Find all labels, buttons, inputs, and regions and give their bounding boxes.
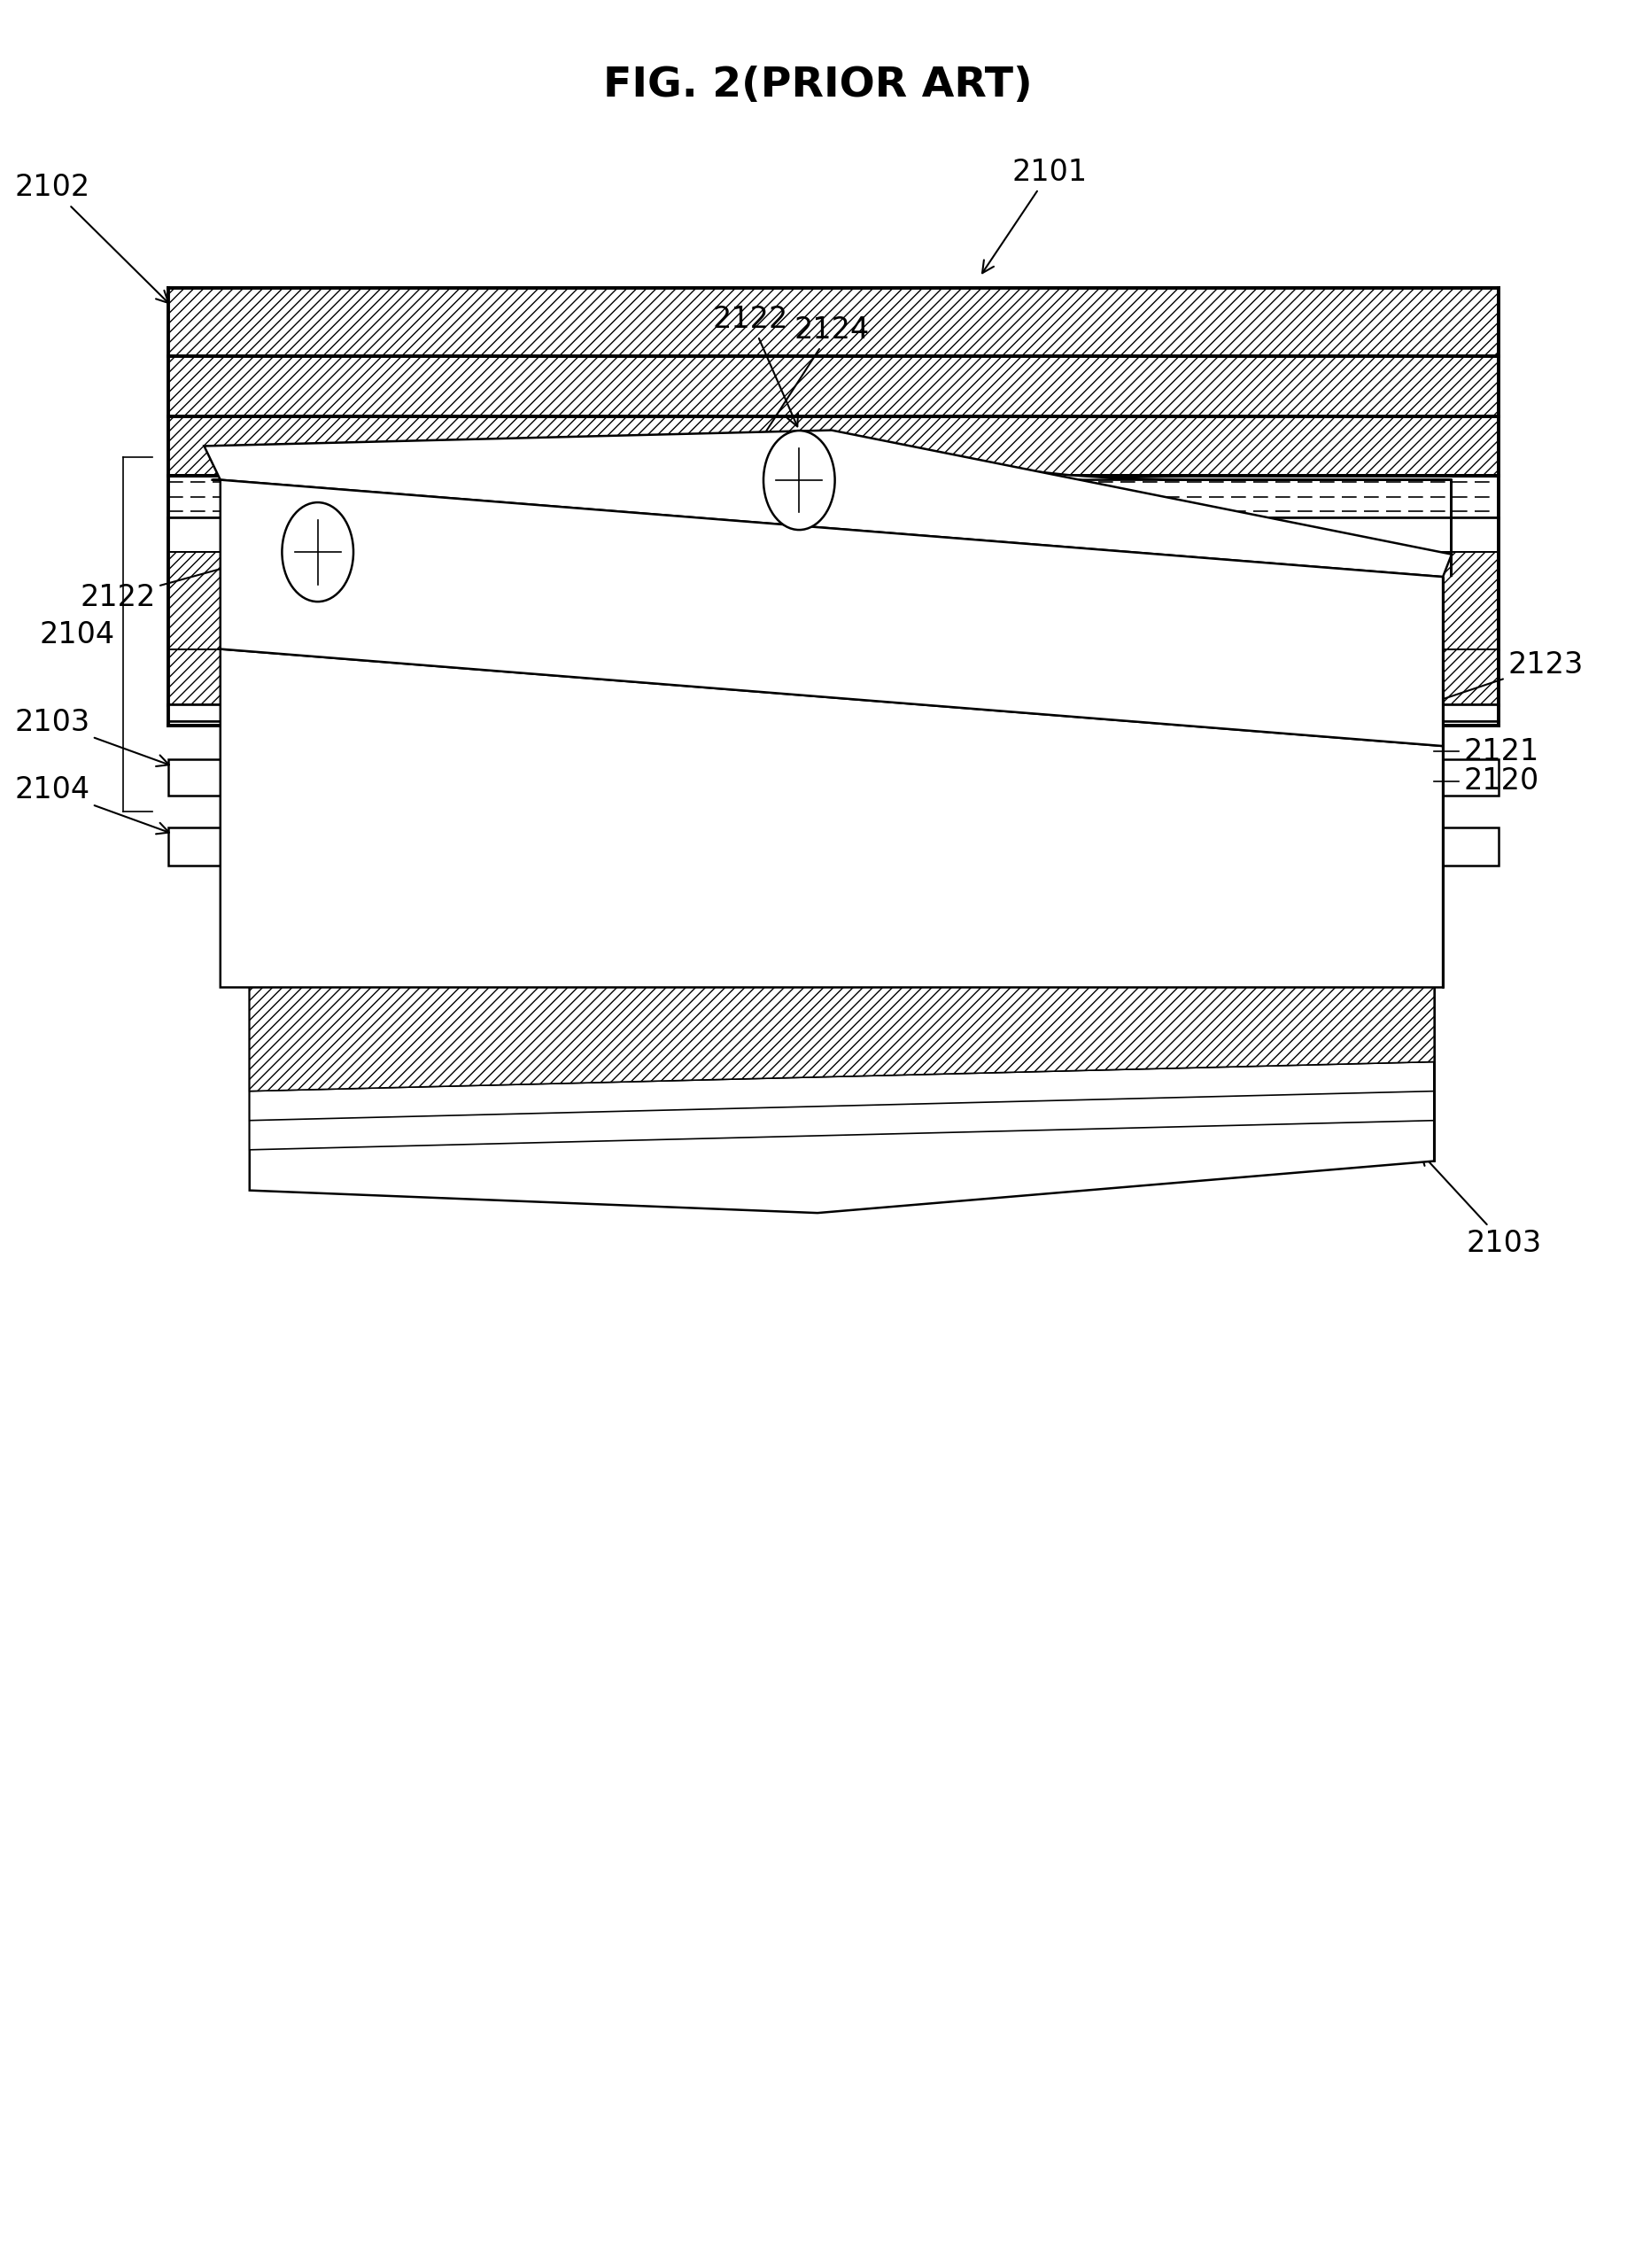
Bar xyxy=(168,288,1499,356)
Bar xyxy=(168,705,1499,721)
Text: 2124: 2124 xyxy=(754,315,870,451)
Text: 2101: 2101 xyxy=(983,156,1087,272)
Bar xyxy=(168,356,1499,417)
Bar xyxy=(168,551,1499,649)
Text: 2120: 2120 xyxy=(1463,767,1539,796)
Polygon shape xyxy=(213,440,1450,576)
Text: 2121: 2121 xyxy=(1463,737,1539,767)
Polygon shape xyxy=(250,812,1434,921)
Polygon shape xyxy=(250,782,1434,880)
Polygon shape xyxy=(221,649,1444,987)
Text: 2122: 2122 xyxy=(713,304,798,426)
Text: 2102: 2102 xyxy=(15,172,168,304)
Bar xyxy=(168,760,1499,796)
Polygon shape xyxy=(250,853,1434,1213)
Polygon shape xyxy=(250,753,1434,1091)
Polygon shape xyxy=(204,431,1452,576)
Text: 2103: 2103 xyxy=(1421,1152,1542,1259)
Bar xyxy=(168,417,1499,476)
Polygon shape xyxy=(250,667,1434,821)
Text: 2122: 2122 xyxy=(80,551,278,612)
Polygon shape xyxy=(873,572,1259,640)
Text: 2104: 2104 xyxy=(15,776,168,835)
Polygon shape xyxy=(250,753,1434,1091)
Bar xyxy=(168,649,1499,705)
Text: FIG. 2(PRIOR ART): FIG. 2(PRIOR ART) xyxy=(603,66,1032,104)
Polygon shape xyxy=(250,782,1434,1120)
Bar xyxy=(168,517,1499,551)
Circle shape xyxy=(764,431,835,531)
Polygon shape xyxy=(250,753,1434,850)
Text: 2104: 2104 xyxy=(39,619,114,649)
Polygon shape xyxy=(355,572,741,640)
Polygon shape xyxy=(250,812,1434,1150)
Text: FIG. 3(PRIOR ART): FIG. 3(PRIOR ART) xyxy=(603,1125,1032,1166)
Bar xyxy=(168,828,1499,866)
Polygon shape xyxy=(221,481,1444,746)
Text: 2103: 2103 xyxy=(15,708,168,767)
Circle shape xyxy=(281,503,353,601)
Text: 2123: 2123 xyxy=(1414,651,1583,710)
